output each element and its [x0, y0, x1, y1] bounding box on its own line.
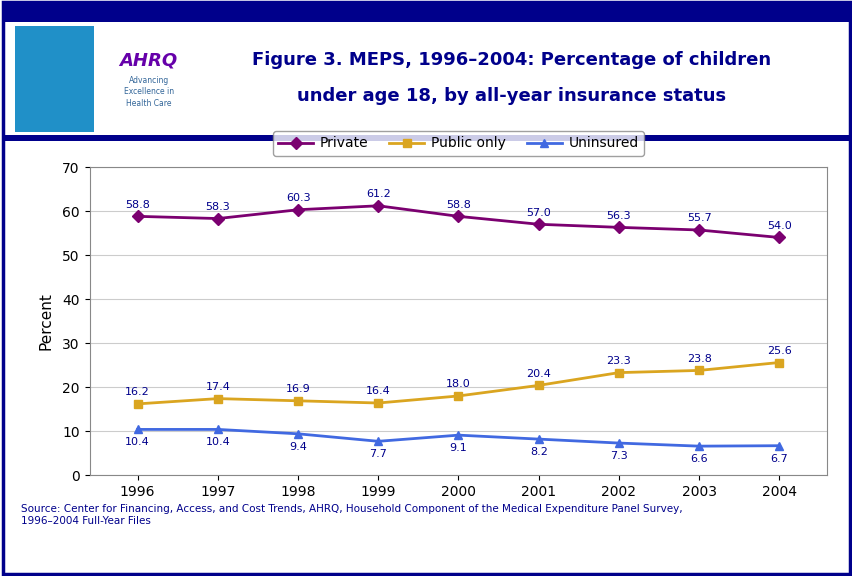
Text: 16.9: 16.9	[285, 384, 310, 394]
Text: Figure 3. MEPS, 1996–2004: Percentage of children: Figure 3. MEPS, 1996–2004: Percentage of…	[252, 51, 770, 70]
Text: Advancing
Excellence in
Health Care: Advancing Excellence in Health Care	[124, 77, 174, 108]
Bar	[94, 26, 203, 132]
Text: 58.8: 58.8	[125, 200, 150, 210]
Text: 23.8: 23.8	[686, 354, 711, 364]
Text: 9.1: 9.1	[449, 443, 467, 453]
Text: 56.3: 56.3	[606, 211, 630, 221]
Text: 25.6: 25.6	[766, 346, 791, 356]
Text: 23.3: 23.3	[606, 356, 630, 366]
Text: 55.7: 55.7	[686, 213, 711, 223]
Legend: Private, Public only, Uninsured: Private, Public only, Uninsured	[273, 131, 643, 156]
Text: 60.3: 60.3	[285, 193, 310, 203]
Text: 6.6: 6.6	[689, 454, 707, 464]
Text: 57.0: 57.0	[526, 208, 550, 218]
Text: 7.3: 7.3	[609, 451, 627, 461]
Text: 6.7: 6.7	[769, 454, 787, 464]
Text: 9.4: 9.4	[289, 442, 307, 452]
Text: 8.2: 8.2	[529, 447, 547, 457]
Text: 58.3: 58.3	[205, 202, 230, 212]
Text: 16.4: 16.4	[366, 386, 390, 396]
Text: 54.0: 54.0	[766, 221, 791, 231]
Text: under age 18, by all-year insurance status: under age 18, by all-year insurance stat…	[296, 86, 726, 105]
Text: 61.2: 61.2	[366, 189, 390, 199]
Text: Source: Center for Financing, Access, and Cost Trends, AHRQ, Household Component: Source: Center for Financing, Access, an…	[21, 504, 682, 525]
Text: 7.7: 7.7	[369, 449, 387, 459]
Y-axis label: Percent: Percent	[39, 292, 54, 350]
Text: 20.4: 20.4	[526, 369, 550, 379]
Text: 58.8: 58.8	[446, 200, 470, 210]
Text: 10.4: 10.4	[205, 437, 230, 448]
Text: 16.2: 16.2	[125, 387, 150, 397]
Text: 18.0: 18.0	[446, 380, 470, 389]
Text: 17.4: 17.4	[205, 382, 230, 392]
Text: AHRQ: AHRQ	[119, 51, 177, 69]
Text: 10.4: 10.4	[125, 437, 150, 448]
